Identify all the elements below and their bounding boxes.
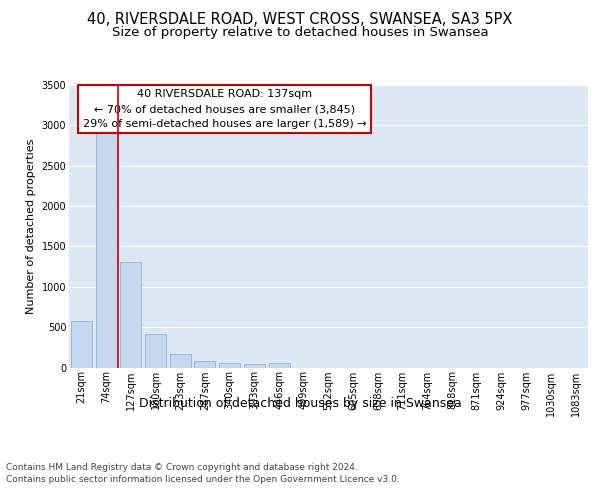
Bar	[145, 334, 166, 368]
Bar	[219, 363, 240, 368]
Y-axis label: Number of detached properties: Number of detached properties	[26, 138, 36, 314]
Bar	[170, 354, 191, 368]
Bar	[269, 364, 290, 368]
Text: 40 RIVERSDALE ROAD: 137sqm
← 70% of detached houses are smaller (3,845)
29% of s: 40 RIVERSDALE ROAD: 137sqm ← 70% of deta…	[83, 89, 367, 129]
Bar	[71, 321, 92, 368]
Text: Distribution of detached houses by size in Swansea: Distribution of detached houses by size …	[139, 398, 461, 410]
Text: Contains public sector information licensed under the Open Government Licence v3: Contains public sector information licen…	[6, 475, 400, 484]
Bar	[194, 362, 215, 368]
Bar	[95, 132, 116, 368]
Text: Contains HM Land Registry data © Crown copyright and database right 2024.: Contains HM Land Registry data © Crown c…	[6, 462, 358, 471]
Bar	[120, 262, 141, 368]
Bar	[244, 364, 265, 368]
Text: Size of property relative to detached houses in Swansea: Size of property relative to detached ho…	[112, 26, 488, 39]
Text: 40, RIVERSDALE ROAD, WEST CROSS, SWANSEA, SA3 5PX: 40, RIVERSDALE ROAD, WEST CROSS, SWANSEA…	[88, 12, 512, 28]
